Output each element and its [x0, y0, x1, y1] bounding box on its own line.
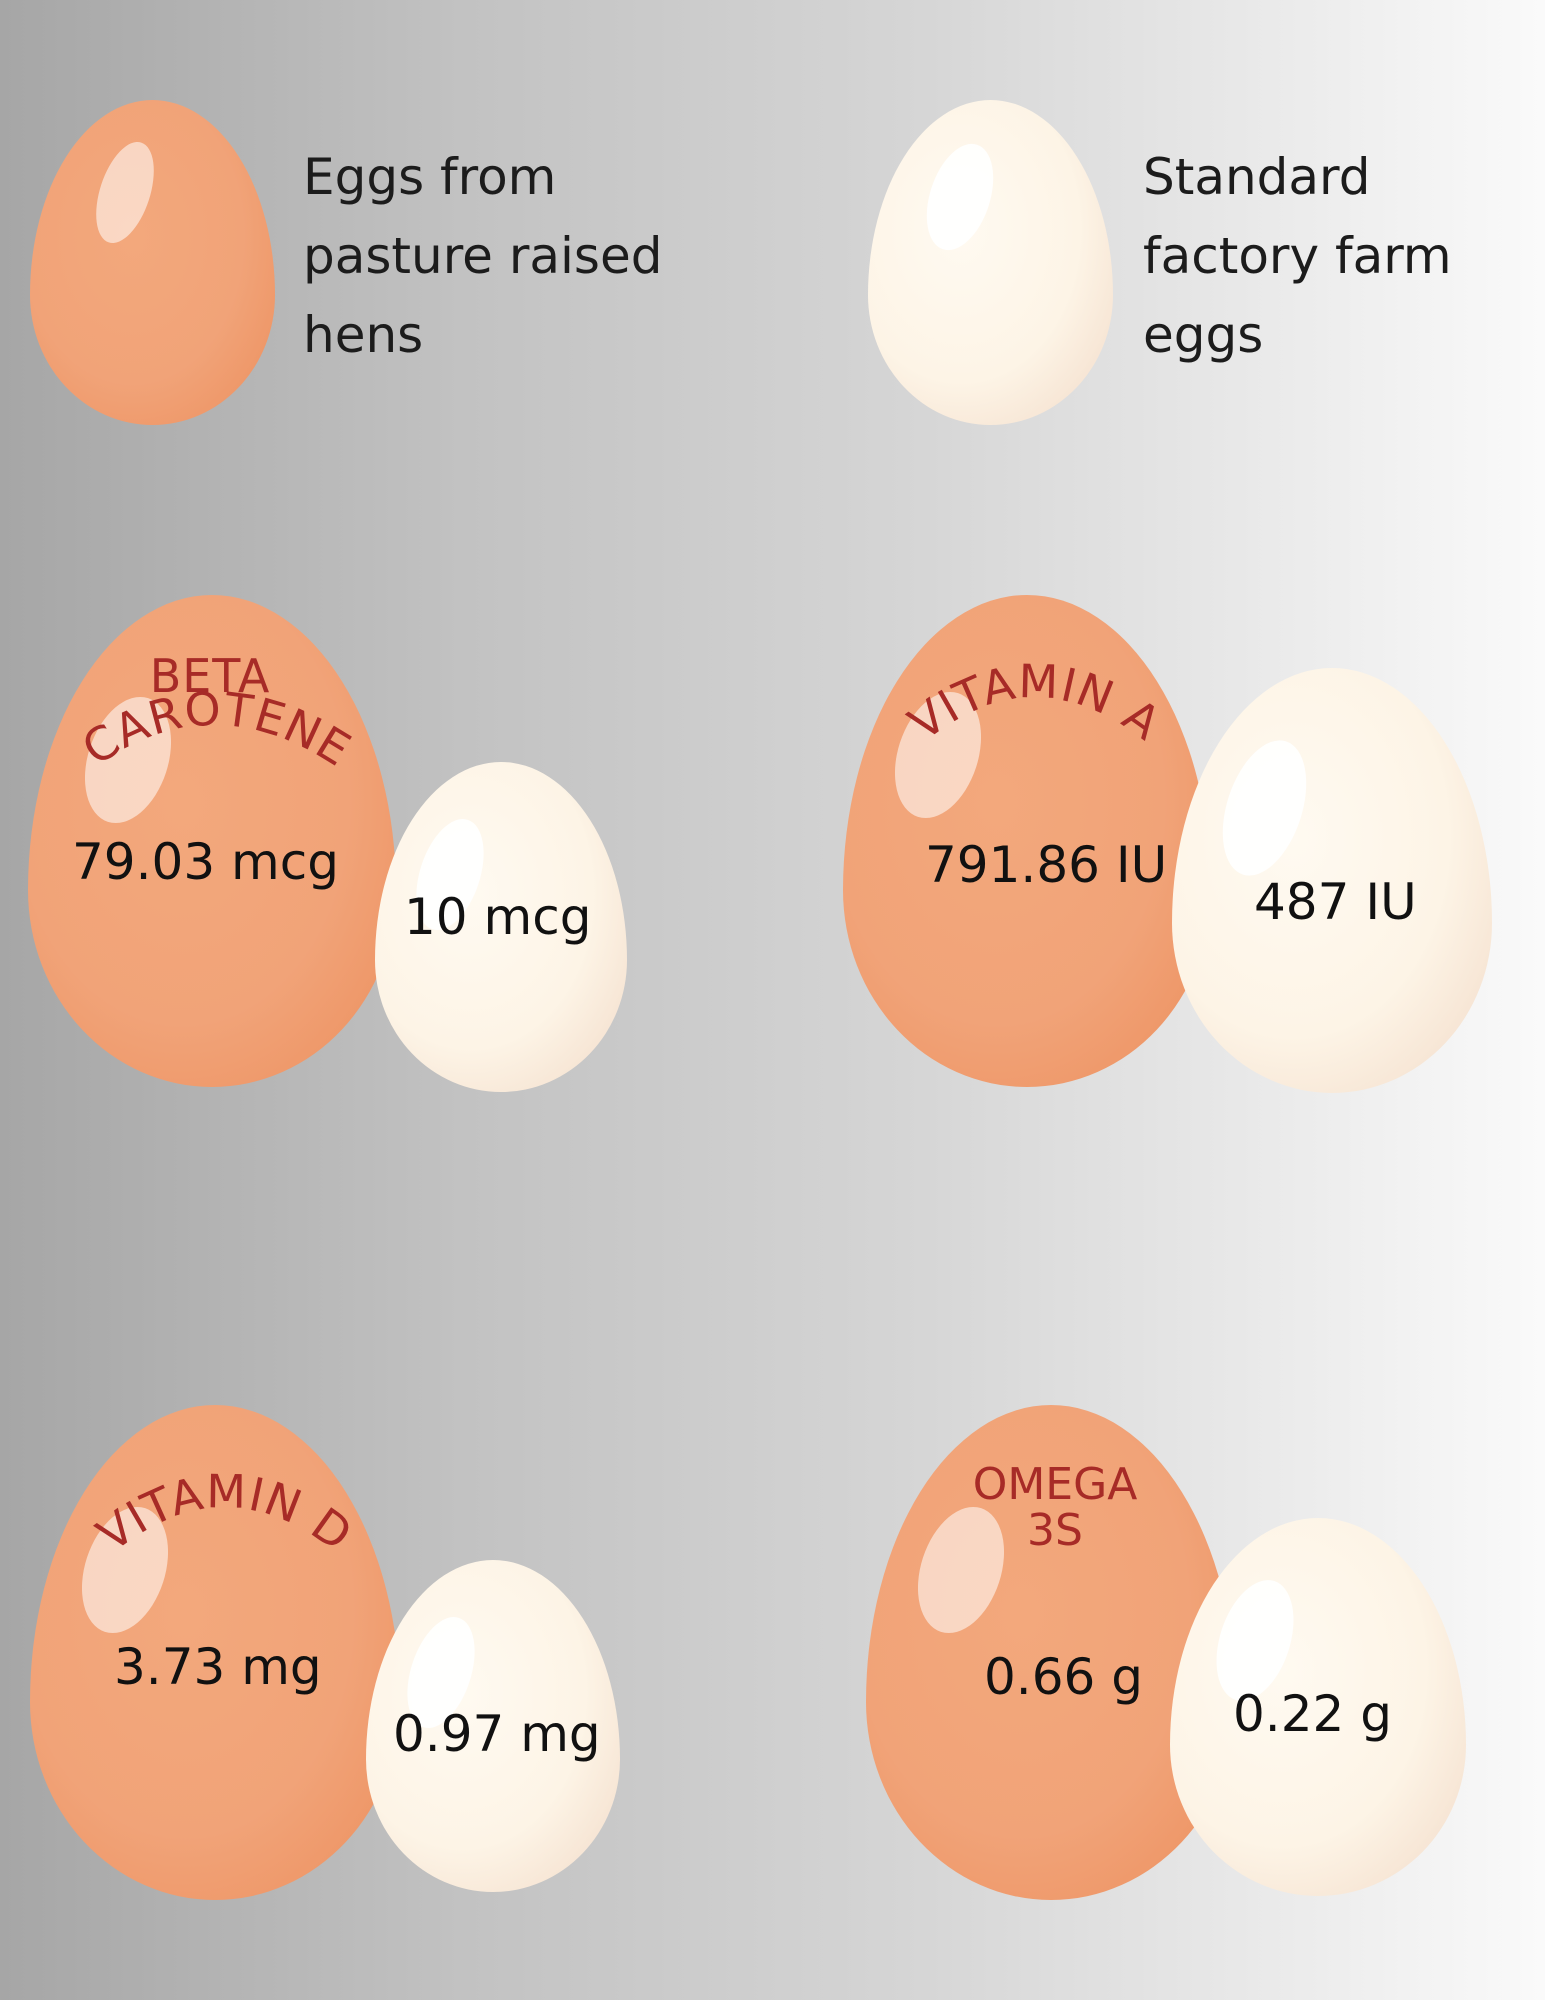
pasture-egg: [30, 1405, 400, 1900]
factory-value: 0.22 g: [1233, 1685, 1392, 1743]
factory-egg: [1172, 668, 1492, 1093]
factory-value: 10 mcg: [404, 888, 592, 946]
svg-text:VITAMIN D: VITAMIN D: [87, 1464, 362, 1562]
factory-egg: [1170, 1518, 1466, 1896]
nutrient-label-beta-carotene: BETA CAROTENE: [73, 649, 361, 777]
svg-text:CAROTENE: CAROTENE: [73, 681, 361, 777]
factory-value: 0.97 mg: [393, 1705, 601, 1763]
nutrient-label-vitamin-a: VITAMIN A: [899, 654, 1170, 751]
pasture-egg-legend-icon: [30, 100, 275, 425]
nutrient-label-vitamin-d: VITAMIN D: [87, 1464, 361, 1562]
svg-text:BETA: BETA: [150, 649, 271, 703]
pasture-value: 0.66 g: [984, 1648, 1143, 1706]
legend-factory-label: Standard factory farm eggs: [1143, 148, 1452, 364]
svg-text:VITAMIN A: VITAMIN A: [899, 654, 1171, 751]
pasture-value: 79.03 mcg: [72, 833, 339, 891]
pasture-value: 791.86 IU: [925, 836, 1168, 894]
factory-egg: [375, 762, 627, 1092]
factory-egg: [366, 1560, 620, 1892]
factory-egg-legend-icon: [868, 100, 1113, 425]
pasture-egg: [866, 1405, 1236, 1900]
factory-value: 487 IU: [1254, 873, 1417, 931]
pasture-egg: [843, 595, 1211, 1087]
legend-pasture-label: Eggs from pasture raised hens: [303, 148, 663, 364]
pasture-value: 3.73 mg: [114, 1638, 322, 1696]
pasture-egg: [28, 595, 396, 1087]
nutrient-label-omega-3s: OMEGA 3S: [972, 1459, 1138, 1556]
